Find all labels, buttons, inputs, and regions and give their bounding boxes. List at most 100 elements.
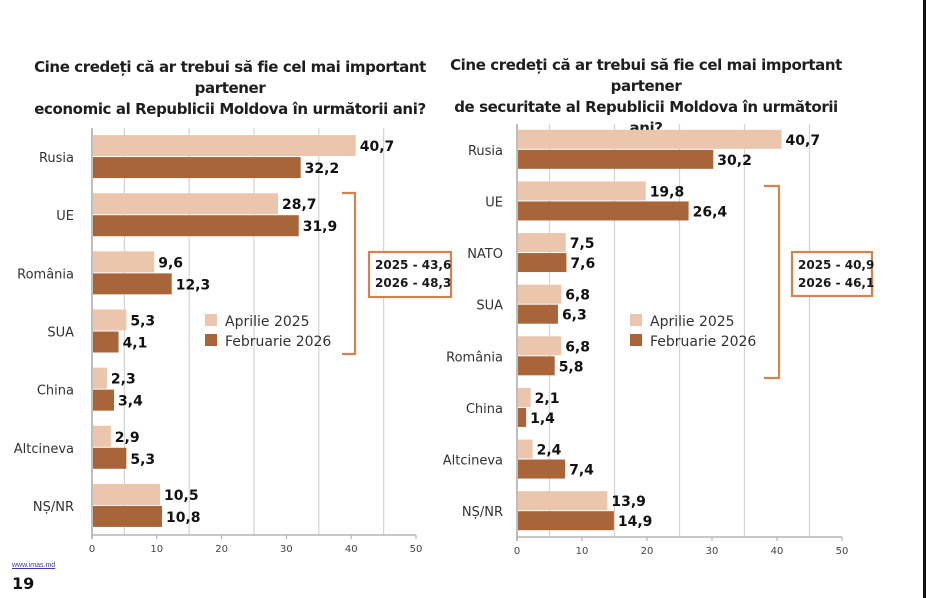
- data-label: 6,8: [565, 339, 590, 355]
- category-label: NATO: [467, 247, 503, 262]
- category-label: UE: [56, 209, 74, 224]
- annotation-text: 2026 - 48,3: [375, 276, 451, 290]
- legend-label: Februarie 2026: [650, 334, 756, 350]
- bar-februarie-2026: [518, 459, 566, 479]
- bar-aprilie-2025: [518, 284, 562, 304]
- data-label: 40,7: [786, 133, 821, 149]
- category-label: China: [37, 384, 74, 399]
- annotation-bracket: [342, 191, 357, 356]
- data-label: 5,8: [559, 359, 584, 375]
- data-label: 26,4: [693, 204, 728, 220]
- bar-aprilie-2025: [93, 251, 155, 273]
- title-line: Cine credeți că ar trebui să fie cel mai…: [450, 56, 842, 95]
- data-label: 7,6: [570, 256, 595, 272]
- x-tick-label: 50: [410, 544, 423, 555]
- annotation-text: 2026 - 46,1: [798, 276, 874, 290]
- bar-aprilie-2025: [518, 336, 562, 356]
- bar-februarie-2026: [518, 407, 527, 427]
- data-label: 14,9: [618, 514, 653, 530]
- bar-februarie-2026: [93, 389, 115, 411]
- bar-aprilie-2025: [518, 491, 608, 511]
- bar-februarie-2026: [518, 253, 567, 273]
- category-label: România: [17, 267, 74, 282]
- bar-februarie-2026: [93, 447, 127, 469]
- title-line: economic al Republicii Moldova în următo…: [34, 100, 426, 118]
- legend-swatch: [205, 334, 217, 346]
- annotation-box: [367, 250, 453, 299]
- category-label: Altcineva: [14, 442, 74, 457]
- bar-februarie-2026: [518, 304, 558, 324]
- data-label: 31,9: [303, 219, 338, 235]
- bar-februarie-2026: [518, 149, 714, 169]
- bar-aprilie-2025: [93, 135, 356, 157]
- x-tick-label: 10: [576, 546, 589, 557]
- data-label: 40,7: [360, 139, 395, 155]
- bar-februarie-2026: [518, 356, 555, 376]
- chart-title-economic: Cine credeți că ar trebui să fie cel mai…: [10, 57, 450, 120]
- bar-februarie-2026: [93, 215, 299, 237]
- data-label: 7,4: [569, 463, 594, 479]
- data-label: 19,8: [650, 184, 685, 200]
- data-label: 10,5: [164, 488, 199, 504]
- bar-februarie-2026: [93, 331, 119, 353]
- category-label: UE: [485, 195, 503, 210]
- category-label: NȘ/NR: [462, 505, 503, 520]
- legend-label: Aprilie 2025: [650, 314, 735, 330]
- data-label: 10,8: [166, 510, 201, 526]
- data-label: 9,6: [158, 255, 183, 271]
- title-line: Cine credeți că ar trebui să fie cel mai…: [34, 58, 426, 97]
- footer-link[interactable]: www.imas.md: [12, 562, 56, 569]
- data-label: 32,2: [305, 161, 340, 177]
- bar-aprilie-2025: [518, 129, 782, 149]
- bar-aprilie-2025: [93, 367, 107, 389]
- annotation-text: 2025 - 43,6: [375, 258, 451, 272]
- data-label: 2,1: [535, 391, 560, 407]
- category-label: China: [466, 402, 503, 417]
- data-label: 6,8: [565, 288, 590, 304]
- category-label: Altcineva: [443, 454, 503, 469]
- category-label: Rusia: [468, 144, 503, 159]
- bar-aprilie-2025: [93, 309, 127, 331]
- bar-aprilie-2025: [93, 193, 278, 215]
- data-label: 2,9: [115, 430, 140, 446]
- data-label: 13,9: [611, 494, 646, 510]
- data-label: 4,1: [123, 336, 148, 352]
- data-label: 5,3: [130, 452, 155, 468]
- x-tick-label: 50: [836, 546, 849, 557]
- legend-label: Aprilie 2025: [225, 314, 310, 330]
- data-label: 1,4: [530, 411, 555, 427]
- x-tick-label: 30: [280, 544, 293, 555]
- x-tick-label: 0: [89, 544, 95, 555]
- x-tick-label: 20: [641, 546, 654, 557]
- data-label: 6,3: [562, 308, 587, 324]
- category-label: NȘ/NR: [33, 500, 74, 515]
- data-label: 30,2: [717, 153, 752, 169]
- page-number: 19: [12, 574, 35, 593]
- data-label: 12,3: [176, 277, 211, 293]
- bar-aprilie-2025: [93, 425, 111, 447]
- bar-aprilie-2025: [518, 181, 646, 201]
- bar-februarie-2026: [93, 505, 162, 527]
- x-tick-label: 40: [345, 544, 358, 555]
- annotation-box: [790, 250, 874, 298]
- category-label: SUA: [476, 299, 503, 314]
- category-label: Rusia: [39, 151, 74, 166]
- data-label: 28,7: [282, 197, 317, 213]
- data-label: 3,4: [118, 394, 143, 410]
- legend-swatch: [205, 314, 217, 326]
- annotation-text: 2025 - 40,9: [798, 258, 874, 272]
- bar-aprilie-2025: [518, 387, 531, 407]
- data-label: 2,3: [111, 372, 136, 388]
- bar-aprilie-2025: [93, 483, 161, 505]
- legend-swatch: [630, 314, 642, 326]
- x-tick-label: 20: [215, 544, 228, 555]
- x-tick-label: 0: [514, 546, 520, 557]
- slide-edge-border: [923, 0, 926, 598]
- bar-februarie-2026: [93, 273, 172, 295]
- x-tick-label: 40: [771, 546, 784, 557]
- data-label: 2,4: [537, 443, 562, 459]
- bar-februarie-2026: [518, 511, 614, 531]
- bar-aprilie-2025: [518, 233, 566, 253]
- x-tick-label: 30: [706, 546, 719, 557]
